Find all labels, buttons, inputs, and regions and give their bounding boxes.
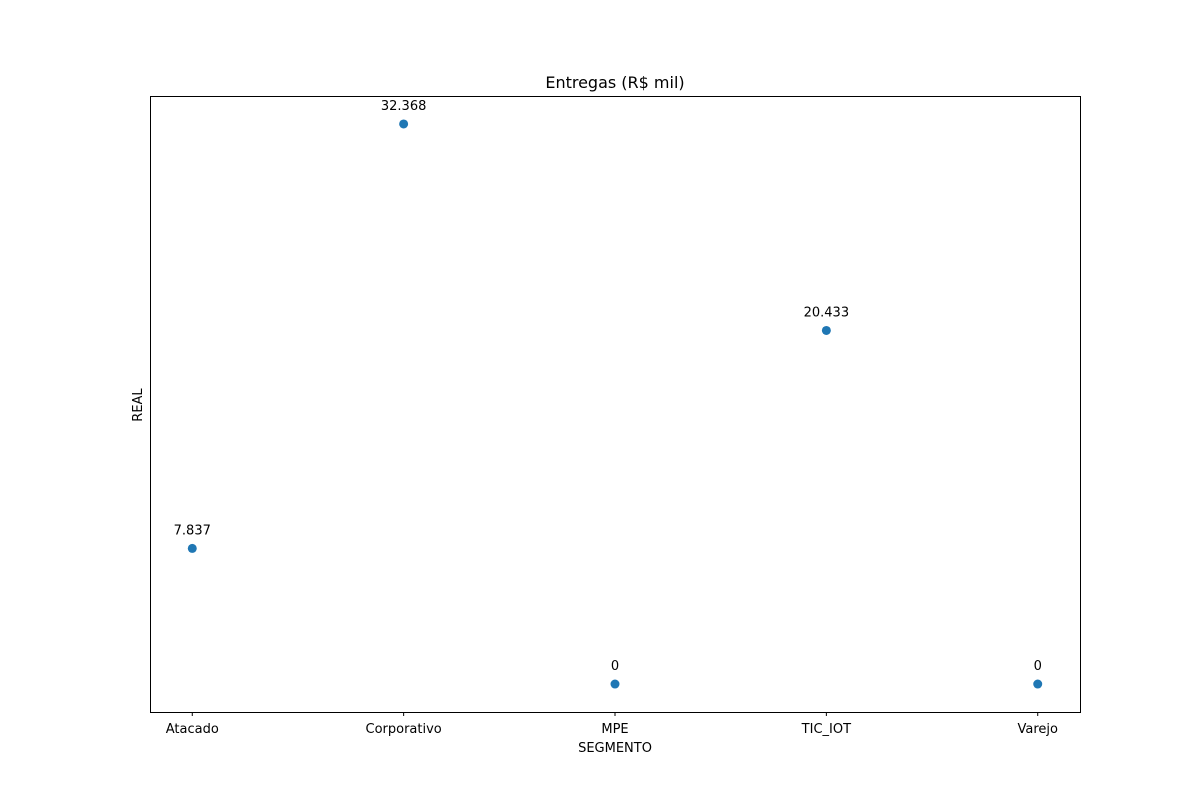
data-label: 20.433 — [804, 305, 850, 320]
data-label: 7.837 — [174, 523, 211, 538]
plot-area-frame — [150, 96, 1081, 713]
scatter-points — [187, 119, 1043, 689]
data-point — [399, 119, 409, 129]
x-axis: Atacado Corporativo MPE TIC_IOT Varejo — [166, 712, 1058, 737]
data-point — [610, 679, 620, 689]
chart-title: Entregas (R$ mil) — [545, 73, 684, 92]
x-tick-label: MPE — [601, 722, 628, 737]
x-tick-label: Atacado — [166, 722, 219, 737]
data-point — [1033, 679, 1043, 689]
x-tick-label: Corporativo — [366, 722, 442, 737]
data-label: 32.368 — [381, 99, 427, 114]
x-tick-label: Varejo — [1017, 722, 1058, 737]
data-point — [187, 543, 197, 553]
x-tick-label: TIC_IOT — [801, 722, 851, 737]
data-label: 0 — [1034, 659, 1042, 674]
y-axis-label: REAL — [131, 388, 146, 422]
x-axis-label: SEGMENTO — [578, 741, 652, 756]
data-point — [821, 325, 831, 335]
data-labels: 7.837 32.368 0 20.433 0 — [174, 99, 1042, 674]
data-label: 0 — [611, 659, 619, 674]
